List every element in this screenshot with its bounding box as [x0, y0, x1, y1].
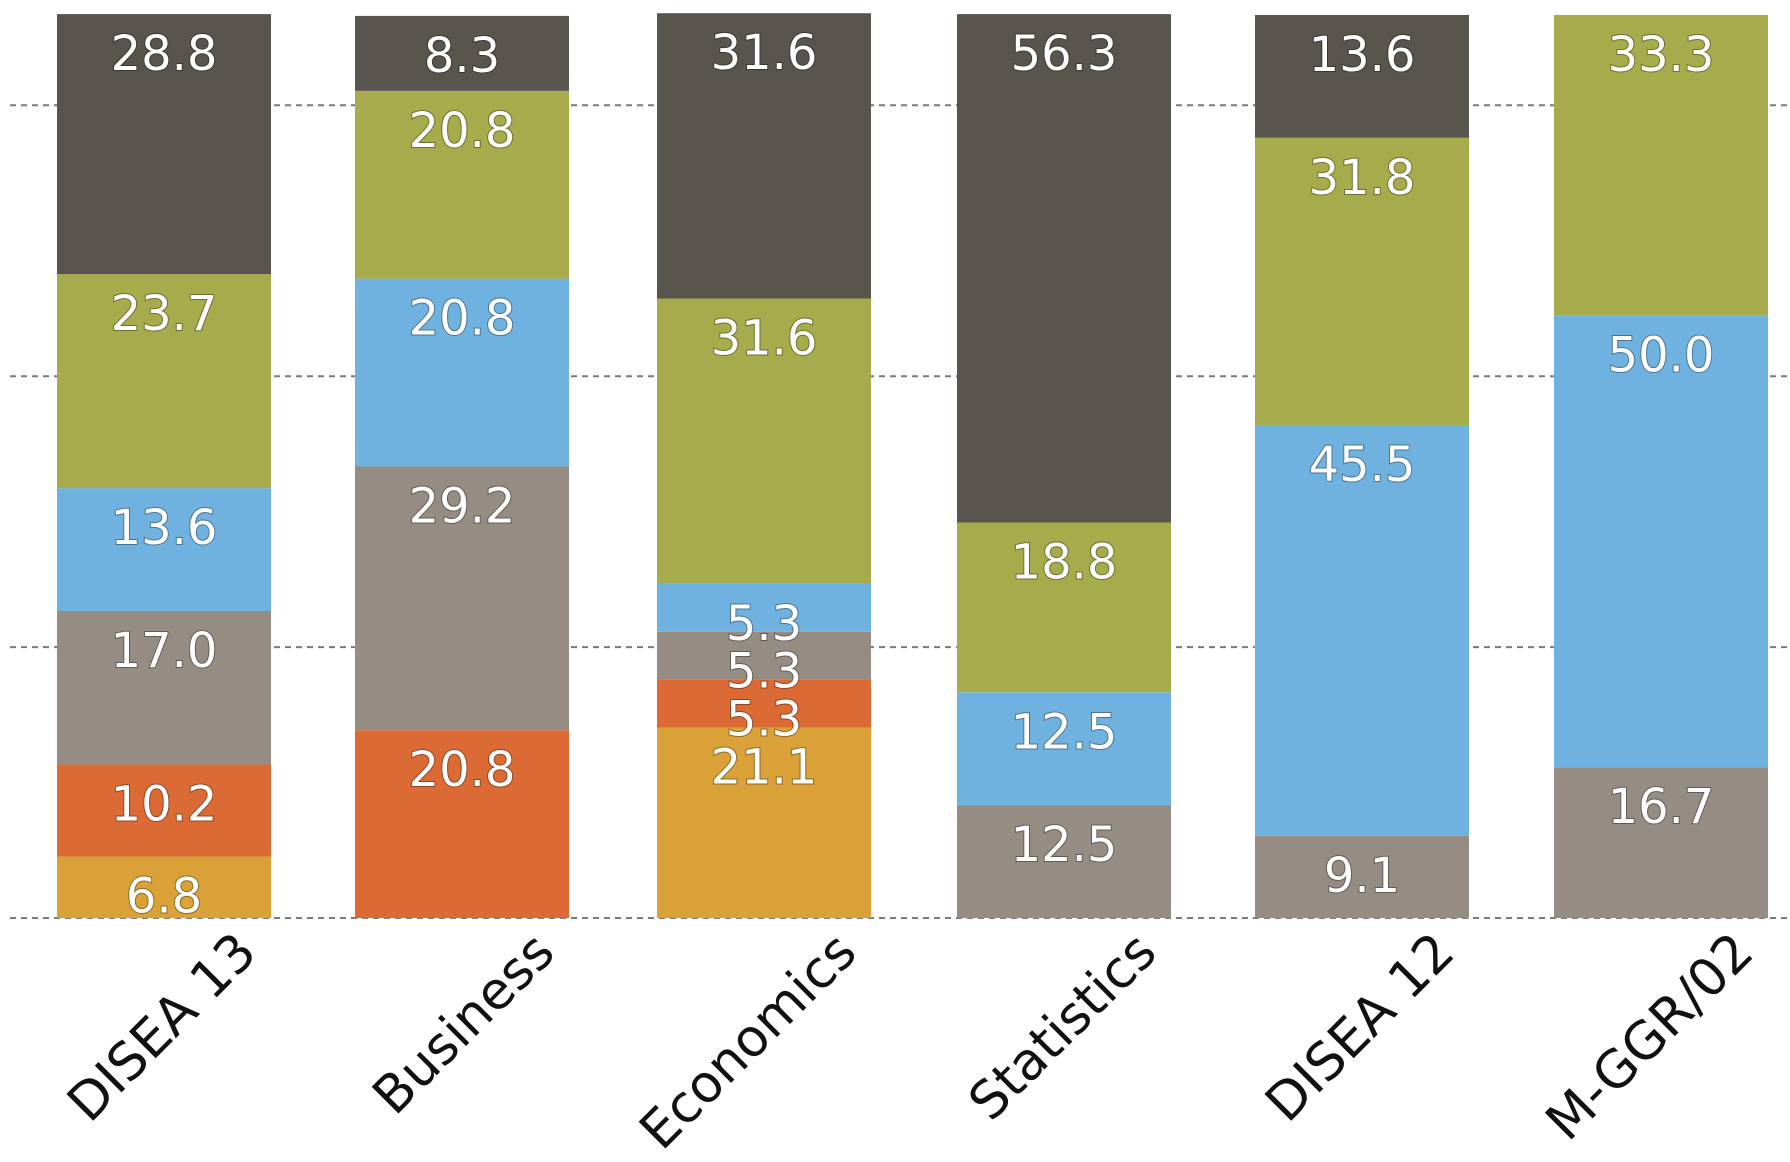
bar-segment	[355, 15, 569, 91]
bar-segment	[355, 278, 569, 467]
category-label: DISEA 13	[56, 922, 268, 1134]
data-label: 45.5	[1309, 437, 1416, 493]
data-label: 20.8	[409, 742, 516, 798]
bars	[57, 13, 1768, 918]
bar-segment	[57, 856, 271, 918]
data-label: 5.3	[726, 596, 802, 652]
bar-segment	[57, 488, 271, 611]
data-label: 33.3	[1608, 27, 1715, 83]
bar-segment	[1554, 767, 1768, 918]
category-labels: DISEA 13 Business Economics Statistics DISEA…	[56, 922, 1765, 1162]
data-label: 56.3	[1011, 26, 1118, 82]
data-label: 50.0	[1608, 328, 1715, 384]
category-label: Economics	[629, 922, 869, 1162]
bar-segment	[57, 764, 271, 857]
data-label: 10.2	[111, 776, 218, 832]
bar-segment	[957, 692, 1171, 806]
bar-segment	[657, 679, 871, 728]
data-label: 9.1	[1324, 848, 1400, 904]
data-label: 12.5	[1011, 817, 1118, 873]
data-label: 23.7	[111, 286, 218, 342]
bar-segment	[657, 631, 871, 680]
bar-segment	[1554, 15, 1768, 316]
bar-segment	[657, 13, 871, 299]
data-label: 12.5	[1011, 704, 1118, 760]
bar-segment	[657, 583, 871, 632]
bar-segment	[355, 90, 569, 279]
data-label: 31.8	[1309, 150, 1416, 206]
data-label: 20.8	[409, 103, 516, 159]
data-label: 21.1	[711, 739, 818, 795]
value-labels: 6.8 10.2 17.0 13.6 23.7 28.8 20.8 29.2 20.8 20.8 8…	[110, 24, 1716, 925]
data-label: 5.3	[726, 644, 802, 700]
category-label: M-GGR/02	[1535, 922, 1765, 1152]
data-label: 31.6	[711, 25, 818, 81]
data-label: 20.8	[409, 291, 516, 347]
gridlines	[10, 104, 1790, 919]
bar-segment	[957, 522, 1171, 693]
bar-segment	[57, 610, 271, 765]
bar-segment	[1554, 315, 1768, 768]
data-label: 13.6	[111, 500, 218, 556]
bar-segment	[1255, 424, 1469, 836]
category-label: Statistics	[958, 922, 1169, 1133]
category-label: DISEA 12	[1254, 922, 1466, 1134]
bar-segment	[657, 298, 871, 584]
data-label: 5.3	[726, 692, 802, 748]
data-label: 13.6	[1309, 27, 1416, 83]
bar-segment	[355, 730, 569, 918]
bar-segment	[355, 466, 569, 731]
bar-segment	[957, 14, 1171, 523]
data-label: 31.6	[711, 311, 818, 367]
data-label: 16.7	[1608, 779, 1715, 835]
bar-segment	[57, 274, 271, 489]
bar-segment	[1255, 137, 1469, 425]
data-label: 29.2	[409, 479, 516, 535]
data-label: 17.0	[111, 623, 218, 679]
bar-segment	[657, 727, 871, 918]
bar-segment	[1255, 835, 1469, 918]
data-label: 18.8	[1011, 534, 1118, 590]
bar-segment	[1255, 15, 1469, 138]
data-label: 6.8	[126, 869, 202, 925]
data-label: 8.3	[424, 28, 500, 84]
category-label: Business	[362, 922, 567, 1127]
bar-segment	[57, 14, 271, 275]
bar-segment	[957, 805, 1171, 918]
data-label: 28.8	[111, 26, 218, 82]
